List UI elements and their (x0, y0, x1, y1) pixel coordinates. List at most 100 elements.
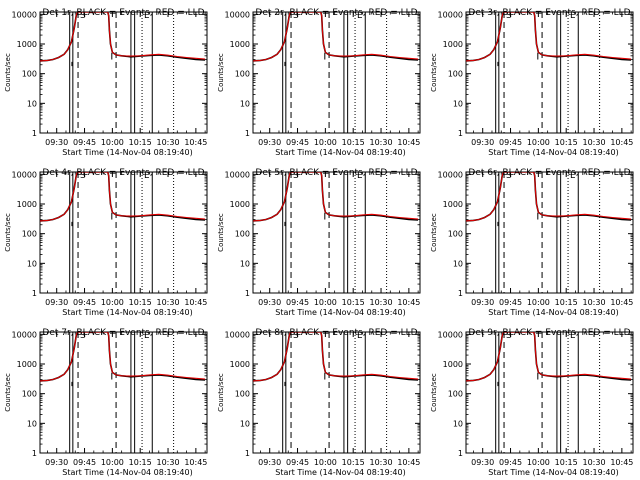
flag-label-s: S (293, 331, 299, 341)
panel-8: 1 10 100 1000 10000 09:30 09:45 10:00 10:15 10:30… (217, 328, 421, 477)
x-axis-label: Start Time (14-Nov-04 08:19:40) (62, 468, 192, 477)
y-tick-label: 10000 (12, 330, 37, 339)
flag-label-s: S (293, 11, 299, 21)
y-tick-label: 10000 (225, 330, 250, 339)
plot-frame (252, 331, 421, 454)
x-tick-label: 10:00 (527, 298, 550, 307)
y-tick-label: 1000 (443, 200, 463, 209)
x-tick-label: 10:45 (610, 138, 633, 147)
y-tick-label: 1 (245, 449, 250, 458)
lld-line (253, 332, 419, 382)
lld-line (40, 332, 206, 382)
y-axis-label: Counts/sec (430, 213, 438, 252)
x-axis-label: Start Time (14-Nov-04 08:19:40) (275, 468, 405, 477)
y-tick-label: 1000 (230, 360, 250, 369)
y-tick-label: 100 (22, 390, 37, 399)
y-tick-label: 1 (458, 289, 463, 298)
y-tick-label: 100 (448, 230, 463, 239)
y-tick-label: 1 (245, 289, 250, 298)
x-tick-label: 09:30 (471, 298, 494, 307)
x-tick-label: 10:15 (342, 458, 365, 467)
x-tick-label: 10:45 (184, 458, 207, 467)
x-tick-label: 10:00 (527, 138, 550, 147)
x-tick-label: 10:45 (397, 458, 420, 467)
y-tick-label: 100 (22, 230, 37, 239)
y-tick-label: 1000 (230, 40, 250, 49)
y-axis-label: Counts/sec (430, 373, 438, 412)
x-tick-label: 10:00 (101, 298, 124, 307)
flag-label-s: S (293, 171, 299, 181)
y-tick-label: 1 (32, 449, 37, 458)
x-tick-label: 10:45 (184, 138, 207, 147)
x-axis-label: Start Time (14-Nov-04 08:19:40) (488, 148, 618, 157)
x-tick-label: 10:15 (342, 298, 365, 307)
x-tick-label: 09:45 (73, 458, 96, 467)
y-tick-label: 10 (27, 419, 37, 428)
x-tick-label: 09:30 (258, 458, 281, 467)
x-tick-label: 10:30 (583, 458, 606, 467)
x-tick-label: 09:45 (499, 298, 522, 307)
x-tick-label: 10:45 (397, 138, 420, 147)
panel-title: Det 4r, BLACK = Events, RED = LLD (42, 168, 204, 178)
y-tick-label: 100 (448, 390, 463, 399)
panel-title: Det 9r, BLACK = Events, RED = LLD (468, 328, 630, 338)
x-tick-label: 10:00 (314, 458, 337, 467)
x-tick-label: 09:30 (258, 138, 281, 147)
x-tick-label: 10:15 (342, 138, 365, 147)
panel-5: 1 10 100 1000 10000 09:30 09:45 10:00 10:15 10:30… (217, 168, 421, 317)
x-tick-label: 10:30 (157, 298, 180, 307)
plot-frame (39, 331, 208, 454)
x-tick-label: 09:45 (499, 138, 522, 147)
lld-line (466, 172, 632, 222)
y-tick-label: 10 (453, 259, 463, 268)
lld-line (466, 332, 632, 382)
panel-title: Det 6r, BLACK = Events, RED = LLD (468, 168, 630, 178)
x-tick-label: 10:30 (370, 138, 393, 147)
y-axis-label: Counts/sec (4, 213, 12, 252)
x-tick-label: 10:45 (184, 298, 207, 307)
panel-title: Det 3r, BLACK = Events, RED = LLD (468, 8, 630, 18)
y-tick-label: 1000 (443, 40, 463, 49)
x-tick-label: 10:30 (370, 298, 393, 307)
x-tick-label: 10:15 (555, 298, 578, 307)
y-tick-label: 10 (240, 419, 250, 428)
y-axis-label: Counts/sec (217, 53, 225, 92)
flag-label-l: L (144, 171, 149, 181)
y-tick-label: 1 (32, 289, 37, 298)
x-tick-label: 10:45 (397, 298, 420, 307)
lld-line (466, 12, 632, 62)
panel-title: Det 2r, BLACK = Events, RED = LLD (255, 8, 417, 18)
lld-line (253, 172, 419, 222)
x-tick-label: 10:30 (583, 298, 606, 307)
x-tick-label: 10:00 (101, 138, 124, 147)
panel-7: 1 10 100 1000 10000 09:30 09:45 10:00 10:15 10:30… (4, 328, 208, 477)
x-tick-label: 10:00 (101, 458, 124, 467)
plot-frame (465, 331, 634, 454)
y-tick-label: 1000 (443, 360, 463, 369)
panel-1: 1 10 100 1000 10000 09:30 09:45 10:00 10:15 10:30… (4, 8, 208, 157)
flag-label-s: S (80, 171, 86, 181)
panel-3: 1 10 100 1000 10000 09:30 09:45 10:00 10:15 10:30… (430, 8, 634, 157)
x-tick-label: 09:45 (499, 458, 522, 467)
y-tick-label: 10000 (438, 330, 463, 339)
x-tick-label: 09:30 (45, 298, 68, 307)
y-tick-label: 10 (453, 99, 463, 108)
x-axis-label: Start Time (14-Nov-04 08:19:40) (488, 468, 618, 477)
flag-label-l: L (144, 331, 149, 341)
x-tick-label: 10:15 (129, 138, 152, 147)
y-tick-label: 1 (458, 129, 463, 138)
y-axis-label: Counts/sec (4, 53, 12, 92)
x-tick-label: 10:15 (129, 298, 152, 307)
flag-label-l: L (357, 11, 362, 21)
x-tick-label: 09:30 (258, 298, 281, 307)
panel-title: Det 1r, BLACK = Events, RED = LLD (42, 8, 204, 18)
x-axis-label: Start Time (14-Nov-04 08:19:40) (275, 308, 405, 317)
panel-9: 1 10 100 1000 10000 09:30 09:45 10:00 10:15 10:30… (430, 328, 634, 477)
x-tick-label: 10:45 (610, 458, 633, 467)
y-tick-label: 100 (235, 70, 250, 79)
y-tick-label: 10000 (225, 170, 250, 179)
x-tick-label: 10:45 (610, 298, 633, 307)
y-tick-label: 1 (32, 129, 37, 138)
lld-line (40, 12, 206, 62)
